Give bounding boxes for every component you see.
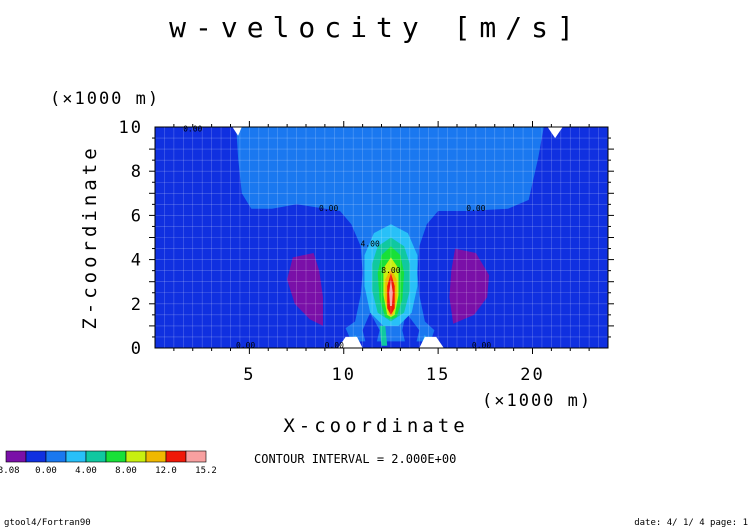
x-tick-label: 20 (520, 365, 544, 385)
region-blank-top-left (232, 127, 242, 136)
y-tick-label: 2 (131, 295, 143, 315)
colorbar-swatch (165, 450, 187, 463)
x-axis-ticks: 5 10 15 20 (173, 121, 590, 385)
colorbar-swatch (125, 450, 147, 463)
colorbar-swatch (25, 450, 47, 463)
colorbar-label: -3.08 (0, 466, 20, 476)
grid-lines (155, 127, 608, 348)
region-blank-left (338, 336, 363, 348)
y-axis-ticks: 0 2 4 6 8 10 (119, 118, 614, 359)
region-neg-pocket-right (402, 312, 420, 346)
colorbar-swatch (185, 450, 207, 463)
region-blank-right (419, 336, 444, 348)
colorbar-label: 12.0 (155, 466, 177, 476)
contour-label: 0.00 (319, 204, 338, 213)
x-tick-label: 15 (426, 365, 450, 385)
colorbar-swatch (105, 450, 127, 463)
y-unit-label: (×1000 m) (50, 89, 160, 109)
contour-label: 0.00 (325, 341, 344, 350)
colorbar-swatch (145, 450, 167, 463)
plot-area: 0.00 0.00 0.00 0.00 0.00 0.00 4.00 8.00 (154, 124, 609, 350)
y-tick-label: 4 (131, 251, 143, 271)
contour-label: 0.00 (236, 341, 255, 350)
contour-label: 8.00 (381, 266, 400, 275)
footer-right: date: 4/ 1/ 4 page: 1 (634, 518, 748, 528)
colorbar-label: 8.00 (115, 466, 137, 476)
y-tick-label: 0 (131, 339, 143, 359)
region-neg-lobe-left (287, 253, 323, 326)
x-tick-label: 5 (243, 365, 255, 385)
colorbar-label: 0.00 (35, 466, 57, 476)
colorbar-label: 4.00 (75, 466, 97, 476)
region-core-6 (389, 279, 393, 306)
colorbar: -3.08 0.00 4.00 8.00 12.0 15.2 (0, 450, 217, 476)
contour-line-labels: 0.00 0.00 0.00 0.00 0.00 0.00 4.00 8.00 (183, 124, 491, 350)
x-axis-label: X-coordinate (283, 415, 468, 437)
region-blank-top-right (547, 127, 563, 139)
footer-left: gtool4/Fortran90 (4, 518, 91, 528)
region-neg-lobe-right (449, 248, 490, 324)
colorbar-swatch (45, 450, 67, 463)
contour-fills (155, 127, 608, 348)
colorbar-swatch (85, 450, 107, 463)
x-tick-label: 10 (332, 365, 356, 385)
colorbar-label: 15.2 (195, 466, 217, 476)
contour-label: 4.00 (361, 239, 380, 248)
region-neg-pocket-left (362, 312, 380, 346)
y-tick-label: 8 (131, 162, 143, 182)
x-unit-label: (×1000 m) (482, 391, 592, 411)
contour-label: 0.00 (183, 124, 202, 133)
colorbar-swatch (65, 450, 87, 463)
contour-label: 0.00 (472, 341, 491, 350)
region-base-core (379, 325, 388, 346)
y-axis-label: Z-coordinate (79, 144, 101, 329)
y-tick-label: 6 (131, 206, 143, 226)
colorbar-swatch (5, 450, 27, 463)
contour-interval: CONTOUR INTERVAL = 2.000E+00 (254, 452, 456, 466)
chart-title: w-velocity [m/s] (169, 11, 583, 44)
y-tick-label: 10 (119, 118, 143, 138)
contour-label: 0.00 (466, 204, 485, 213)
